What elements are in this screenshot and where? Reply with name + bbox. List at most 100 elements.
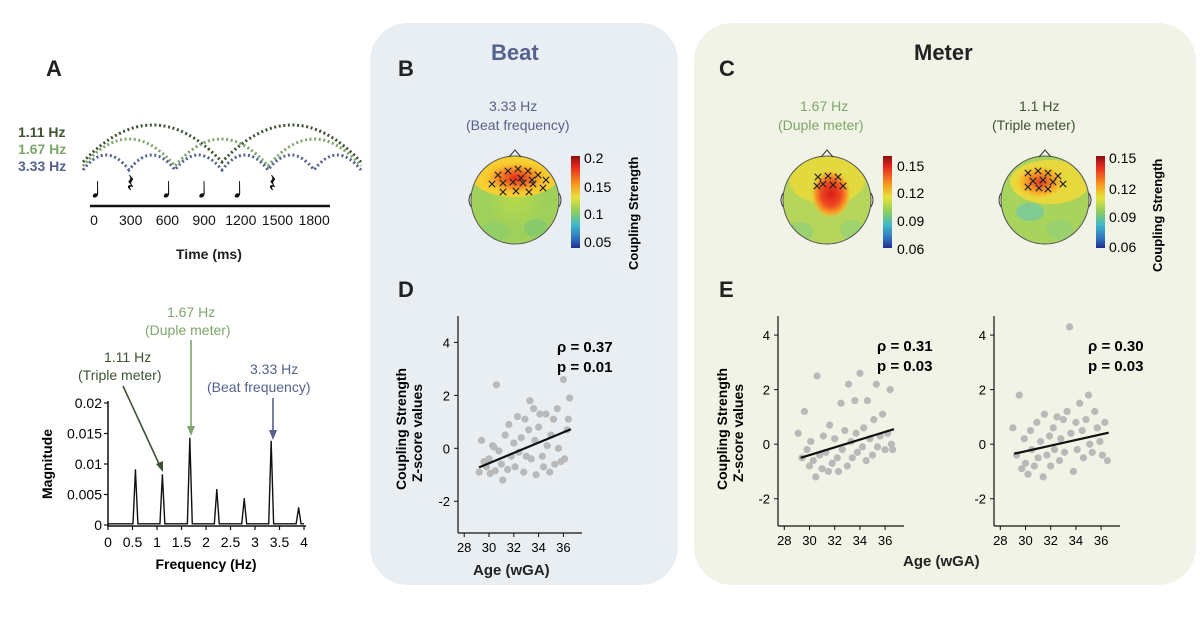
scatter-point: [535, 423, 543, 431]
scatter-point: [834, 467, 843, 476]
time-axis-label: Time (ms): [176, 246, 242, 262]
spectrum-peak: [215, 488, 218, 491]
panel-e-xlabel: Age (wGA): [903, 553, 980, 570]
beat-electrode-markers: [488, 165, 550, 196]
spectrum-y-tick-label: 0: [94, 517, 102, 533]
scatter-point: [1043, 451, 1051, 459]
scatter-point: [485, 455, 493, 463]
scatter-point: [881, 446, 889, 454]
scatter-point: [838, 446, 846, 454]
spectrum-x-tick-label: 1.5: [172, 534, 192, 550]
colorbar-beat: 0.2 0.15 0.1 0.05 Coupling Strength: [571, 150, 641, 270]
time-tick-label: 300: [119, 212, 143, 228]
electrode-marker-icon: [1035, 184, 1043, 192]
panel-c-label: C: [719, 56, 735, 81]
scatter-point: [492, 381, 501, 389]
colorbar-tick: 0.1: [584, 206, 604, 222]
electrode-marker-icon: [1039, 176, 1047, 184]
scatter-point: [856, 369, 864, 377]
rhythm-diagram: ♩ 𝄽 ♩ ♩ ♩ 𝄽 0 300 600 900 1200 1500 1800: [81, 123, 363, 228]
colorbar-tick: 0.12: [1109, 181, 1136, 197]
electrode-marker-icon: [1034, 167, 1042, 175]
scatter-point: [886, 386, 894, 394]
scatter-point: [812, 473, 820, 481]
scatter-point: [531, 436, 539, 444]
scatter-x-tick-label: 28: [993, 533, 1007, 548]
scatter-point: [873, 443, 882, 451]
spectrum-peak: [134, 469, 137, 471]
scatter-point: [1060, 448, 1069, 456]
panel-e-ylabel-line2: Z-score values: [730, 384, 746, 482]
beat-annotation-desc: (Beat frequency): [207, 379, 311, 395]
scatter-y-tick-label: 4: [443, 335, 450, 350]
rho-stat: ρ = 0.30: [1088, 338, 1144, 355]
scatter-point: [1057, 435, 1065, 443]
scatter-point: [809, 456, 817, 465]
scatter-point: [848, 454, 856, 462]
scatter-x-tick-label: 30: [482, 540, 496, 555]
spectrum-y-tick-label: 0.01: [75, 456, 102, 472]
beat-panel-background: [370, 23, 678, 585]
scatter-point: [1039, 473, 1047, 481]
spectrum-y-tick-label: 0.02: [75, 395, 102, 411]
scatter-x-tick-label: 36: [556, 540, 570, 555]
duple-electrode-markers: [813, 172, 847, 190]
scatter-x-tick-label: 32: [507, 540, 521, 555]
spectrum-peak: [189, 437, 191, 440]
scatter-x-tick-label: 30: [802, 533, 816, 548]
colorbar-label: Coupling Strength: [1150, 159, 1165, 272]
scatter-point: [805, 462, 814, 470]
scatter-point: [841, 426, 849, 435]
scatter-point: [561, 455, 569, 463]
scatter-y-tick-label: 0: [979, 437, 986, 452]
panel-d-ylabel-line1: Coupling Strength: [393, 368, 409, 490]
spectrum-x-tick-label: 3.5: [270, 534, 290, 550]
scatter-x-tick-label: 36: [878, 533, 892, 548]
scatter-point: [862, 456, 870, 465]
quarter-rest-icon: 𝄽: [269, 168, 277, 198]
colorbar-tick: 0.09: [897, 213, 924, 229]
colorbar-triple: 0.15 0.12 0.09 0.06 Coupling Strength: [1096, 150, 1165, 272]
scatter-point: [1076, 399, 1084, 407]
scatter-x-tick-label: 28: [457, 540, 471, 555]
rhythm-freq-label-beat: 3.33 Hz: [18, 158, 67, 174]
scatter-point: [803, 446, 811, 454]
scatter-x-tick-label: 32: [827, 533, 841, 548]
scatter-point: [1040, 410, 1048, 418]
electrode-marker-icon: [1059, 180, 1067, 188]
quarter-note-icon: ♩: [232, 172, 262, 205]
panel-b-label: B: [398, 56, 414, 81]
electrode-marker-icon: [494, 171, 502, 179]
time-tick-label: 0: [90, 212, 98, 228]
scatter-x-tick-label: 36: [1094, 533, 1108, 548]
scatter-point: [872, 380, 880, 388]
scatter-y-tick-label: 4: [979, 328, 986, 343]
triple-topo-freq: 1.1 Hz: [1019, 98, 1060, 114]
spectrum-peak: [270, 440, 272, 443]
electrode-marker-icon: [499, 188, 507, 196]
scatter-x-tick-label: 34: [531, 540, 545, 555]
scatter-point: [843, 462, 851, 470]
scatter-point: [1073, 446, 1081, 454]
scatter-point: [517, 434, 525, 442]
electrode-marker-icon: [528, 176, 536, 184]
scatter-chart-d: -2 0 2 4 28 30 32 34 36 ρ = 0.37 p = 0.01: [438, 316, 613, 555]
scatter-point: [1053, 413, 1061, 421]
rho-stat: ρ = 0.37: [557, 339, 613, 356]
electrode-marker-icon: [542, 176, 550, 184]
scatter-point: [538, 452, 546, 460]
scatter-point: [510, 439, 518, 447]
triple-electrode-markers: [1024, 167, 1067, 193]
duple-topo-freq: 1.67 Hz: [800, 98, 849, 114]
scatter-point: [520, 468, 528, 476]
scatter-x-tick-label: 32: [1043, 533, 1057, 548]
scatter-point: [807, 437, 815, 446]
electrode-marker-icon: [488, 180, 496, 188]
panel-d-label: D: [398, 277, 414, 302]
spectrum-x-tick-label: 0: [104, 534, 112, 550]
electrode-marker-icon: [524, 167, 532, 175]
spectrum-y-label: Magnitude: [39, 429, 55, 499]
scatter-point: [794, 429, 802, 437]
p-stat: p = 0.03: [1088, 358, 1143, 375]
